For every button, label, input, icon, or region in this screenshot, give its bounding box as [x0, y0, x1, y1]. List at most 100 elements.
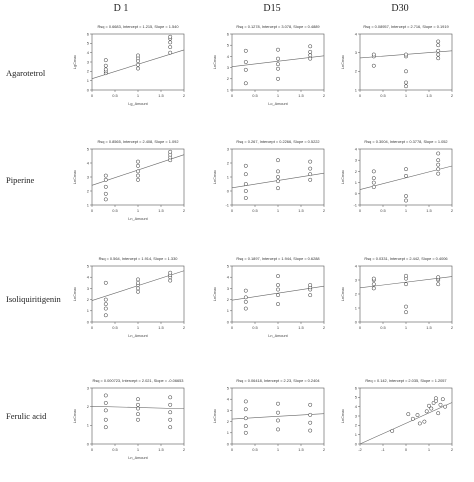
x-axis-label: Lo_Amount [268, 102, 288, 106]
x-tick-label: -2 [358, 447, 362, 452]
data-point [371, 286, 376, 291]
data-point [276, 293, 280, 298]
data-point [168, 395, 173, 400]
data-point [168, 270, 173, 275]
y-tick-label: 2 [227, 297, 230, 302]
y-tick-label: 3 [355, 158, 358, 163]
data-point [168, 417, 173, 422]
scatter-panel: Rsq = 0.0331, Intercept = 2.442, Slope =… [341, 256, 454, 330]
data-point [404, 198, 408, 203]
x-tick-label: 0 [359, 325, 362, 330]
panel-title: Rsq = 0.564, Intercept = 1.914, Slope = … [99, 256, 179, 261]
y-tick-label: 3 [355, 277, 358, 282]
data-point [168, 410, 173, 415]
data-point [103, 173, 108, 178]
data-point [168, 50, 173, 55]
data-point [404, 310, 408, 315]
y-tick-label: 4 [355, 31, 358, 36]
y-tick-label: 4 [227, 397, 230, 402]
x-tick-label: 2 [183, 93, 186, 98]
data-point [243, 196, 248, 200]
data-point [436, 39, 441, 44]
y-tick-label: 3 [87, 286, 90, 291]
data-point [440, 397, 445, 402]
data-point [103, 191, 108, 196]
x-tick-label: 0.5 [112, 208, 118, 213]
y-tick-label: 4 [227, 54, 230, 59]
y-tick-label: 0 [227, 188, 230, 193]
y-tick-label: 1 [355, 87, 358, 92]
y-tick-label: 4 [87, 275, 90, 280]
data-point [308, 293, 313, 298]
data-point [404, 69, 408, 74]
y-tick-label: 2 [355, 169, 358, 174]
y-tick-label: 1 [87, 78, 90, 83]
data-point [243, 430, 248, 435]
y-tick-label: 5 [227, 385, 230, 390]
x-tick-label: 1 [405, 208, 408, 213]
scatter-panel: Rsq = 0.8565, Intercept = 2.408, Slope =… [73, 139, 186, 221]
y-tick-label: 1 [87, 308, 90, 313]
x-tick-label: 0 [231, 208, 234, 213]
x-axis-label: Ln_Amount [128, 456, 148, 460]
x-tick-label: 0.5 [252, 93, 258, 98]
x-tick-label: 1 [137, 325, 140, 330]
data-point [436, 56, 441, 61]
x-tick-label: 0 [91, 447, 94, 452]
y-tick-label: 4 [227, 275, 230, 280]
x-tick-label: 0.5 [112, 447, 118, 452]
y-axis-label: LnCmax [213, 55, 217, 69]
data-point [276, 169, 280, 174]
data-point [243, 299, 248, 304]
panel-title: Rsq = 0.08957, Intercept = 2.716, Slope … [363, 24, 448, 29]
y-tick-label: 1 [227, 174, 230, 179]
data-point [424, 409, 429, 414]
y-axis-label: LnCmax [341, 55, 345, 69]
y-axis-label: LnCmax [213, 170, 217, 184]
data-point [406, 412, 411, 417]
data-point [276, 179, 280, 184]
data-point [103, 302, 108, 307]
data-point [168, 278, 173, 283]
data-point [103, 425, 108, 430]
scatter-panel: Req = 0.142, Intercept = 2.035, Slope = … [341, 378, 454, 452]
data-point [136, 402, 140, 407]
x-tick-label: 0.5 [380, 325, 386, 330]
y-tick-label: 0 [355, 441, 358, 446]
x-axis-label: Lg_Amount [128, 102, 148, 106]
data-point [276, 274, 280, 279]
x-tick-label: 2 [183, 208, 186, 213]
data-point [436, 158, 441, 163]
y-tick-label: 5 [87, 41, 90, 46]
y-tick-label: 0 [87, 319, 90, 324]
data-point [136, 163, 140, 168]
x-tick-label: -1 [381, 447, 385, 452]
x-tick-label: 0 [359, 93, 362, 98]
data-point [103, 313, 108, 318]
x-tick-label: 1 [428, 447, 431, 452]
x-tick-label: 2 [451, 208, 454, 213]
data-point [136, 406, 140, 411]
y-tick-label: 5 [87, 263, 90, 268]
y-tick-label: 0 [87, 441, 90, 446]
data-point [136, 412, 140, 417]
x-tick-label: 2 [183, 447, 186, 452]
data-point [371, 169, 376, 174]
y-tick-label: 3 [227, 286, 230, 291]
data-point [243, 81, 248, 86]
y-tick-label: 2 [87, 404, 90, 409]
y-tick-label: 2 [355, 291, 358, 296]
data-point [308, 177, 313, 182]
data-point [404, 84, 408, 89]
data-point [103, 408, 108, 413]
x-tick-label: 1 [137, 208, 140, 213]
y-tick-label: 0 [227, 441, 230, 446]
x-tick-label: 1 [137, 447, 140, 452]
x-tick-label: 1.5 [298, 93, 304, 98]
data-point [243, 67, 248, 72]
data-point [243, 288, 248, 293]
data-point [371, 180, 376, 185]
x-tick-label: 1.5 [158, 93, 164, 98]
y-axis-label: LnCmax [341, 287, 345, 301]
x-tick-label: 1.5 [298, 325, 304, 330]
